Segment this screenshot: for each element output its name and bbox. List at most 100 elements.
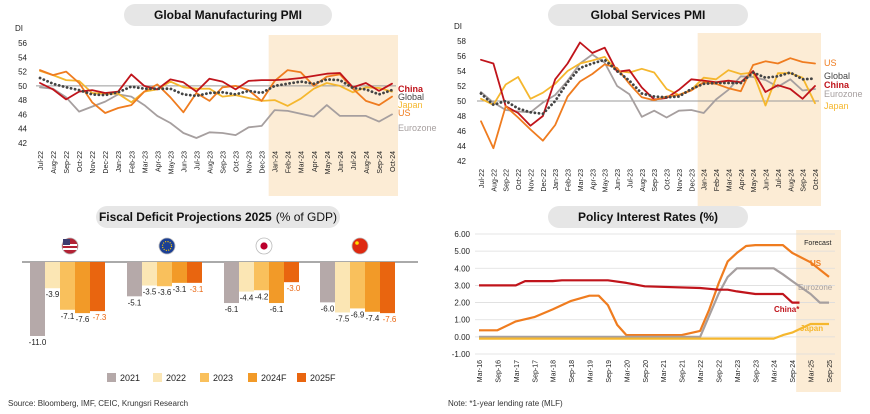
chart2-x-tick: Feb-24	[714, 169, 721, 191]
chart1-x-tick: May-23	[168, 151, 175, 174]
chart4-x-tick: Sep-16	[495, 360, 502, 383]
chart1-x-tick: May-24	[325, 151, 332, 174]
chart2-x-tick: Oct-22	[516, 169, 523, 190]
flag-china-disc	[351, 237, 369, 255]
chart1-y-tick: 48	[18, 96, 27, 105]
chart2-y-tick: 54	[457, 67, 466, 76]
chart1-end-label-us: US	[398, 108, 411, 118]
chart4-x-tick: Sep-19	[606, 360, 613, 383]
bar-label-china-2022: -7.5	[336, 314, 350, 323]
flag-us-canton	[63, 239, 70, 245]
bar-china-2024f	[365, 262, 380, 312]
chart4-series-us	[479, 244, 830, 337]
bar-us-2022	[45, 262, 60, 289]
chart1-x-tick: Jan-23	[116, 151, 123, 173]
chart2-end-label-japan: Japan	[824, 101, 849, 111]
chart1-series-us	[39, 69, 393, 114]
chart2-y-tick: 58	[457, 37, 466, 46]
chart2-x-tick: Oct-23	[665, 169, 672, 190]
chart1-x-tick: Aug-22	[51, 151, 58, 174]
bar-label-us-2022: -3.9	[46, 290, 60, 299]
chart4-x-tick: Mar-24	[772, 360, 779, 382]
chart1-x-tick: Oct-24	[390, 151, 397, 172]
chart4-x-tick: Sep-23	[753, 360, 760, 383]
chart1-y-tick: 44	[18, 125, 27, 134]
chart2-end-label-china: China	[824, 80, 850, 90]
source-note: Source: Bloomberg, IMF, CEIC, Krungsri R…	[8, 399, 189, 408]
bar-japan-2022	[239, 262, 254, 292]
chart4-x-tick: Sep-18	[569, 360, 576, 383]
chart2-series-eurozone	[480, 53, 816, 119]
chart2-x-tick: Jun-23	[615, 169, 622, 191]
bar-china-2023	[350, 262, 365, 309]
chart4-x-tick: Sep-17	[532, 360, 539, 383]
bar-label-japan-2025f: -3.0	[287, 284, 301, 293]
footnote: Note: *1-year lending rate (MLF)	[448, 399, 563, 408]
chart4-x-tick: Mar-25	[809, 360, 816, 382]
flag-us-stripe	[63, 248, 77, 250]
legend-swatch-2025f	[297, 373, 306, 382]
chart1-x-tick: Jul-22	[38, 151, 45, 170]
chart1-x-tick: Oct-23	[234, 151, 241, 172]
flag-icon-china	[351, 237, 369, 255]
bar-us-2024f	[75, 262, 90, 314]
chart1-x-tick: Apr-24	[312, 151, 319, 172]
chart1-x-tick: Sep-23	[221, 151, 228, 174]
chart4-x-tick: Mar-18	[551, 360, 558, 382]
bar-eurozone-2024f	[172, 262, 187, 283]
bar-us-2021	[30, 262, 45, 336]
chart2-x-tick: Jan-24	[702, 169, 709, 191]
chart2-x-tick: Apr-23	[590, 169, 597, 190]
chart4-series-japan	[479, 322, 829, 340]
bar-japan-2021	[224, 262, 239, 304]
bar-china-2025f	[380, 262, 395, 314]
chart1-forecast-shade	[268, 35, 398, 196]
chart2-x-tick: Jun-24	[764, 169, 771, 191]
chart2-series-japan	[480, 55, 816, 107]
chart4-y-tick: 3.00	[454, 281, 470, 290]
chart1-title-text: Global Manufacturing PMI	[153, 8, 302, 22]
chart4-x-tick: Mar-20	[624, 360, 631, 382]
chart4-x-tick: Sep-21	[680, 360, 687, 383]
legend-label-2023: 2023	[213, 373, 233, 383]
chart2-y-label: DI	[454, 22, 462, 31]
chart1-end-label-eurozone: Eurozone	[398, 123, 437, 133]
chart1-x-tick: Jun-24	[338, 151, 345, 173]
chart1-y-tick: 50	[18, 82, 27, 91]
chart1-y-label: DI	[15, 24, 23, 33]
chart4-forecast-shade	[796, 230, 841, 392]
chart1-series-eurozone	[39, 86, 393, 139]
bar-japan-2023	[254, 262, 269, 291]
bar-label-china-2024f: -7.4	[366, 314, 380, 323]
chart2-x-tick: Dec-22	[541, 169, 548, 192]
chart1-y-tick: 46	[18, 110, 27, 119]
chart1-end-label-china: China	[398, 84, 424, 94]
bar-label-japan-2023: -4.2	[255, 292, 269, 301]
chart4-y-tick: 5.00	[454, 247, 470, 256]
chart2-x-tick: Sep-23	[652, 169, 659, 192]
bar-china-2021	[320, 262, 335, 303]
flag-icon-eurozone	[158, 237, 176, 255]
chart1-x-tick: Mar-24	[299, 151, 306, 173]
chart2-end-label-us: US	[824, 58, 837, 68]
chart1-x-tick: Sep-24	[377, 151, 384, 174]
chart4-x-tick: Mar-21	[661, 360, 668, 382]
chart2-y-tick: 56	[457, 52, 466, 61]
chart1-y-tick: 42	[18, 139, 27, 148]
bar-us-2025f	[90, 262, 105, 312]
chart4-x-tick: Sep-20	[643, 360, 650, 383]
chart4-y-tick: 0.00	[454, 333, 470, 342]
chart3-title: Fiscal Deficit Projections 2025 (% of GD…	[96, 206, 340, 228]
chart4-forecast-label: Forecast	[804, 240, 831, 247]
bar-eurozone-2021	[127, 262, 142, 297]
chart1-x-tick: Nov-22	[90, 151, 97, 174]
bar-label-japan-2021: -6.1	[225, 305, 239, 314]
chart1-x-tick: Jul-24	[351, 151, 358, 170]
chart1-x-tick: Jun-23	[181, 151, 188, 173]
chart4-x-tick: Mar-22	[698, 360, 705, 382]
chart2-end-label-global: Global	[824, 71, 850, 81]
chart2-x-tick: Nov-22	[528, 169, 535, 192]
chart4-title: Policy Interest Rates (%)	[548, 206, 748, 228]
bar-label-us-2021: -11.0	[29, 338, 47, 347]
